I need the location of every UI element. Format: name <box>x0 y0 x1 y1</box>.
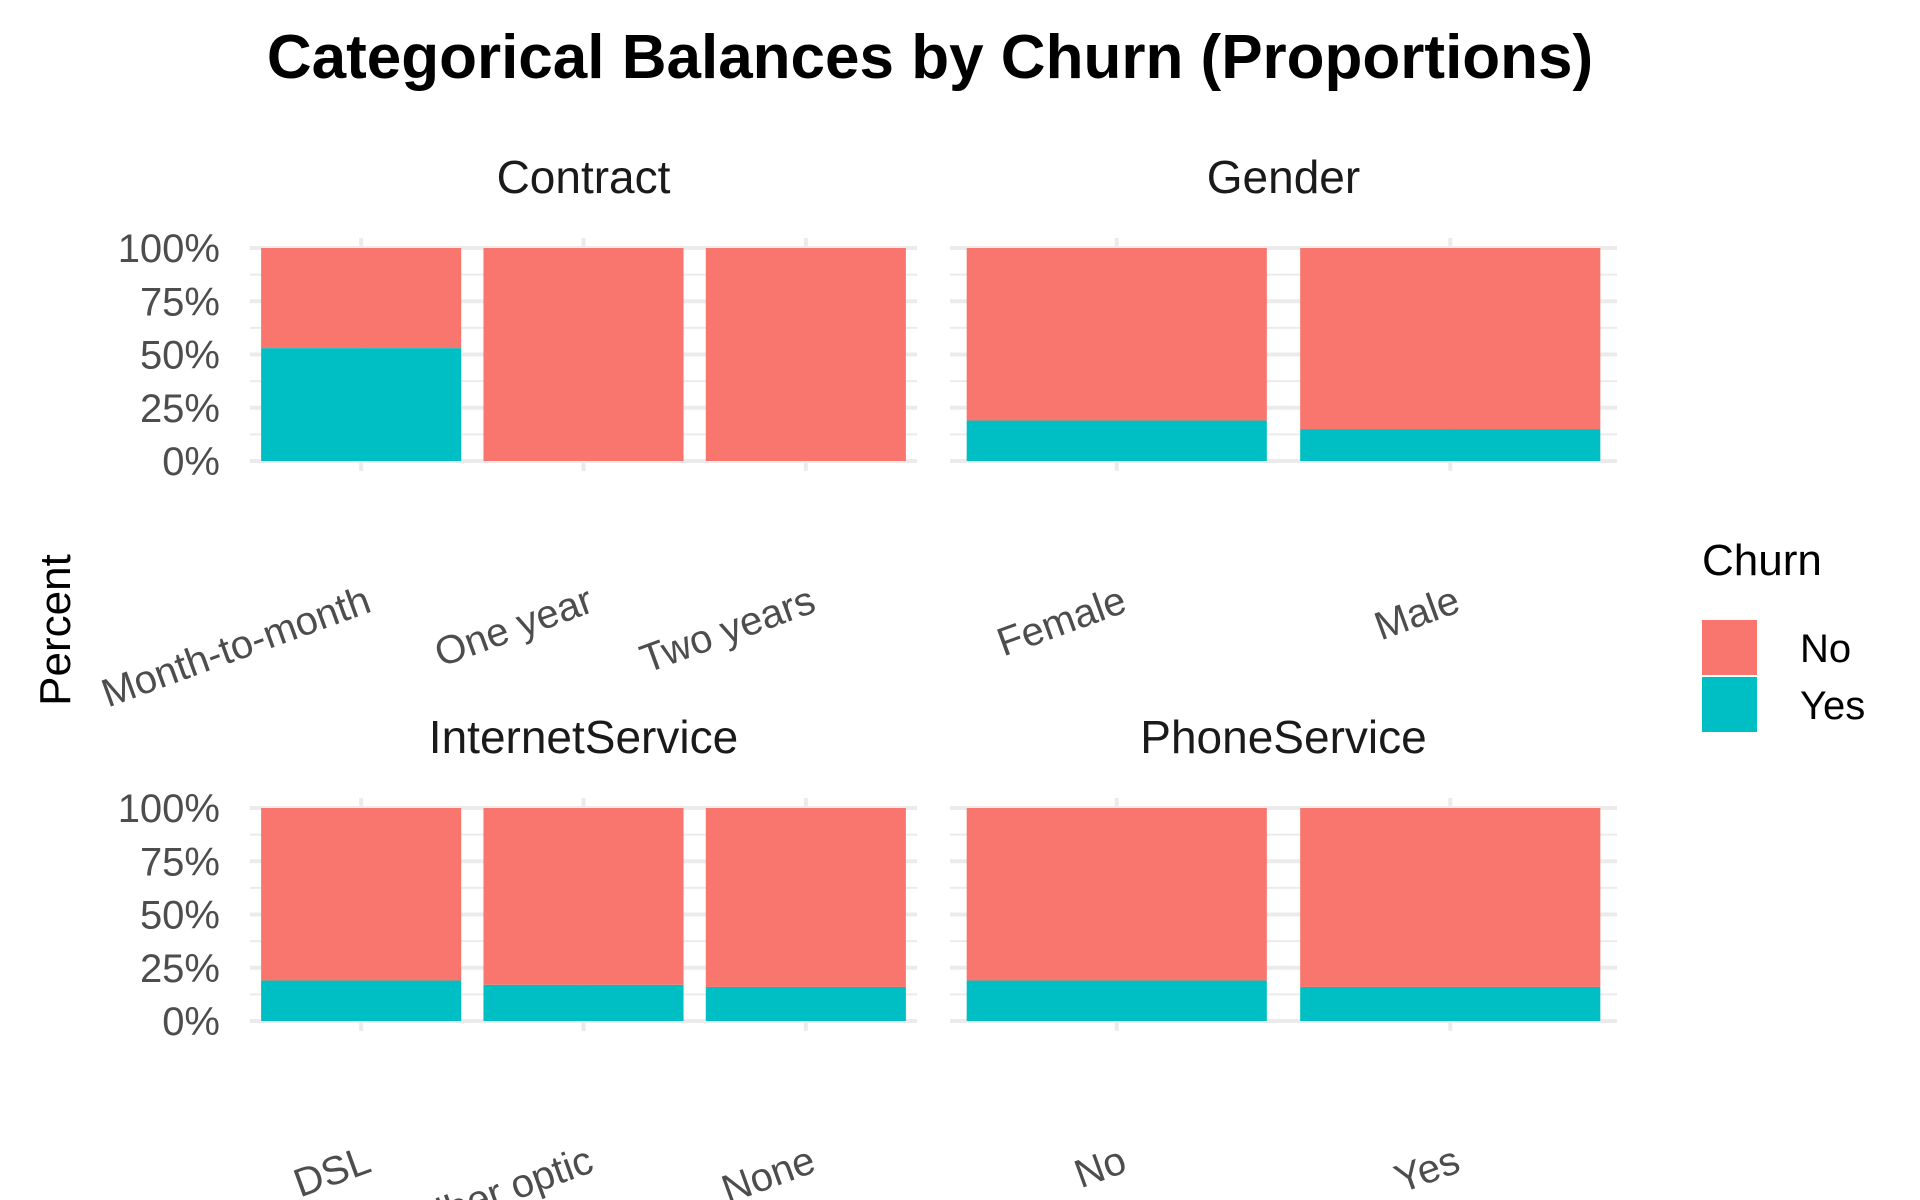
legend-key-yes <box>1702 677 1757 732</box>
y-tick-label: 25% <box>140 947 220 991</box>
bar-internetservice-fiber-optic-no <box>483 808 684 985</box>
panel-phoneservice: PhoneService No Yes <box>950 711 1617 1200</box>
panel-internetservice: InternetService 0% 25% 50% 75% 100% DSL Fiber o… <box>118 711 917 1200</box>
legend: Churn No Yes <box>1702 536 1865 732</box>
y-tick-label: 25% <box>140 387 220 431</box>
y-tick-label: 100% <box>118 227 220 271</box>
x-tick-label-two-years: Two years <box>635 578 821 682</box>
bar-gender-female-yes <box>966 420 1267 461</box>
y-tick-label: 50% <box>140 894 220 938</box>
facet-title-internetservice: InternetService <box>429 711 738 763</box>
bar-internetservice-dsl-no <box>261 808 462 981</box>
y-tick-label: 0% <box>162 1000 220 1044</box>
legend-label-yes: Yes <box>1800 684 1865 728</box>
bar-phoneservice-no-no <box>966 808 1267 981</box>
y-tick-label: 50% <box>140 334 220 378</box>
bar-contract-month-to-month-no <box>261 248 462 349</box>
panel-contract: Contract 0% 25% 50% 75% 100% Month-to-month One… <box>96 151 917 716</box>
bar-contract-one-year-no <box>483 248 684 461</box>
x-tick-label-fiber-optic: Fiber optic <box>408 1138 599 1200</box>
panel-gender: Gender Female Male <box>950 151 1617 665</box>
bar-contract-month-to-month-yes <box>261 348 462 461</box>
bar-internetservice-none-yes <box>705 986 906 1021</box>
bar-phoneservice-yes-no <box>1300 808 1601 987</box>
bar-gender-male-yes <box>1300 429 1601 461</box>
x-tick-label-male: Male <box>1369 578 1466 649</box>
bar-phoneservice-yes-yes <box>1300 986 1601 1021</box>
bar-internetservice-none-no <box>705 808 906 987</box>
bar-contract-two-years-no <box>705 248 906 461</box>
x-tick-label-month-to-month: Month-to-month <box>96 578 376 716</box>
chart-title: Categorical Balances by Churn (Proportio… <box>266 23 1594 92</box>
y-tick-label: 75% <box>140 280 220 324</box>
x-tick-label-female: Female <box>991 578 1131 665</box>
y-axis-title: Percent <box>31 554 80 706</box>
x-tick-label-one-year: One year <box>429 578 599 676</box>
chart-panels: Contract 0% 25% 50% 75% 100% Month-to-month One… <box>96 151 1617 1200</box>
y-tick-label: 0% <box>162 440 220 484</box>
facet-title-contract: Contract <box>497 151 671 203</box>
y-tick-label: 75% <box>140 840 220 884</box>
facet-title-phoneservice: PhoneService <box>1140 711 1426 763</box>
x-tick-label-yes: Yes <box>1389 1138 1465 1200</box>
legend-key-no <box>1702 620 1757 675</box>
x-tick-label-no: No <box>1069 1138 1132 1197</box>
facet-title-gender: Gender <box>1207 151 1360 203</box>
x-tick-label-dsl: DSL <box>288 1138 376 1200</box>
bar-gender-male-no <box>1300 248 1601 430</box>
x-tick-label-none: None <box>716 1138 821 1200</box>
legend-title: Churn <box>1702 536 1822 585</box>
bar-internetservice-fiber-optic-yes <box>483 984 684 1021</box>
bar-gender-female-no <box>966 248 1267 421</box>
y-tick-label: 100% <box>118 787 220 831</box>
bar-internetservice-dsl-yes <box>261 980 462 1021</box>
bar-phoneservice-no-yes <box>966 980 1267 1021</box>
legend-label-no: No <box>1800 627 1851 671</box>
